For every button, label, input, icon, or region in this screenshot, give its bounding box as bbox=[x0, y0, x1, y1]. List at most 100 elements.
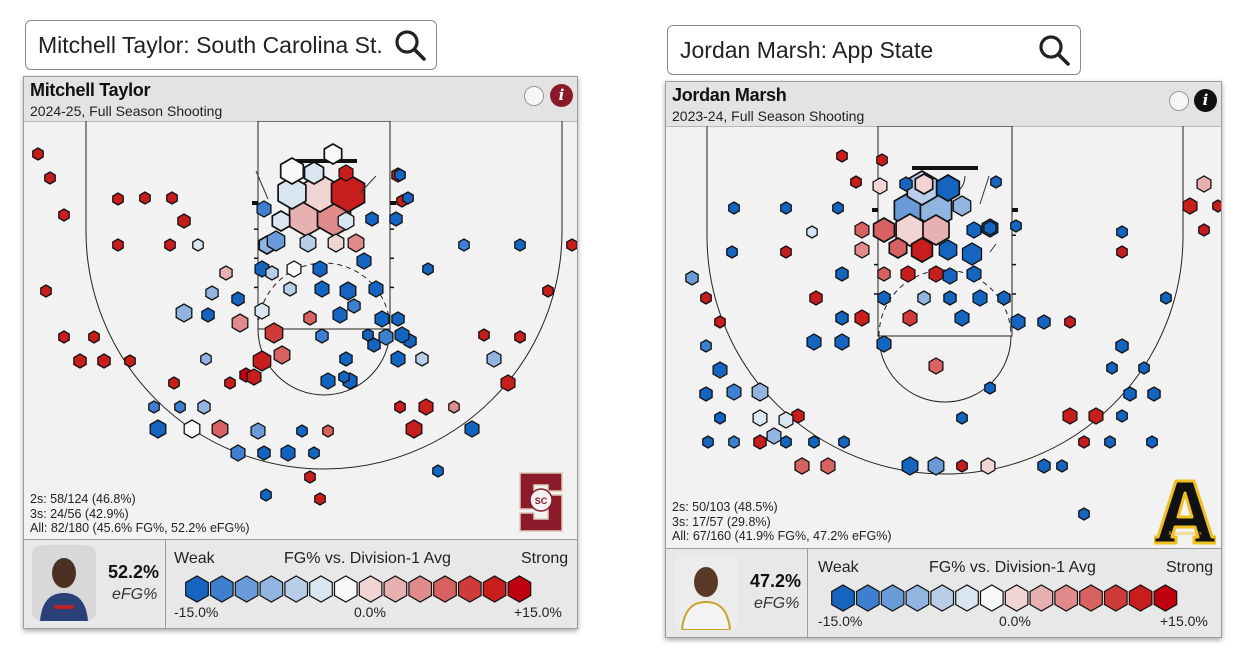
shot-hex bbox=[174, 400, 186, 414]
search-button[interactable] bbox=[1028, 26, 1080, 74]
shot-hex bbox=[966, 265, 982, 283]
shot-hex bbox=[254, 302, 270, 320]
scale-hex bbox=[1079, 584, 1103, 612]
shot-hex bbox=[1037, 458, 1051, 474]
search-box-2[interactable] bbox=[667, 25, 1081, 75]
shot-hex bbox=[794, 457, 810, 475]
shot-hex bbox=[914, 173, 934, 195]
shot-hex bbox=[699, 386, 713, 402]
shot-hex bbox=[1037, 314, 1051, 330]
shot-hex bbox=[304, 470, 316, 484]
shot-hex bbox=[148, 400, 160, 414]
legend-title: FG% vs. Division-1 Avg bbox=[284, 550, 451, 567]
scale-hex bbox=[333, 575, 358, 603]
shot-hex bbox=[780, 245, 792, 259]
two-point-stats: 2s: 58/124 (46.8%) bbox=[30, 492, 136, 506]
shot-hex bbox=[922, 214, 950, 246]
shot-hex bbox=[246, 368, 262, 386]
shot-hex bbox=[265, 265, 279, 281]
toggle-circle[interactable] bbox=[1169, 91, 1189, 111]
shot-hex bbox=[164, 238, 176, 252]
shot-hex bbox=[808, 435, 820, 449]
three-point-stats: 3s: 24/56 (42.9%) bbox=[30, 506, 129, 521]
shot-hex bbox=[753, 434, 767, 450]
shot-hex bbox=[332, 306, 348, 324]
scale-hex bbox=[979, 584, 1004, 612]
shot-chart-card: Jordan Marsh 2023-24, Full Season Shooti… bbox=[665, 81, 1222, 638]
shot-hex bbox=[177, 213, 191, 229]
shot-hex bbox=[780, 201, 792, 215]
player-headshot bbox=[32, 545, 96, 621]
player-search-input[interactable] bbox=[668, 36, 1028, 64]
footer-divider bbox=[807, 549, 808, 637]
scale-hex bbox=[259, 575, 284, 603]
shot-hex bbox=[183, 419, 201, 439]
info-icon[interactable]: i bbox=[550, 84, 573, 107]
scale-hex bbox=[284, 575, 309, 603]
player-search-input[interactable] bbox=[26, 31, 384, 59]
shot-hex bbox=[197, 399, 211, 415]
shot-hex bbox=[838, 435, 850, 449]
shot-hex bbox=[832, 201, 844, 215]
search-button[interactable] bbox=[384, 21, 436, 69]
scale-hex bbox=[309, 575, 333, 603]
shot-hex bbox=[854, 309, 870, 327]
shot-hex bbox=[260, 488, 272, 502]
shot-hex bbox=[266, 230, 286, 252]
shot-hex bbox=[458, 238, 470, 252]
shot-hex bbox=[112, 238, 124, 252]
shot-hex bbox=[257, 445, 271, 461]
season-label: 2024-25, Full Season Shooting bbox=[30, 103, 223, 119]
shot-hex bbox=[514, 238, 526, 252]
shot-hex bbox=[402, 191, 414, 205]
shot-hex bbox=[230, 444, 246, 462]
shot-hex bbox=[224, 376, 236, 390]
scale-hex bbox=[1153, 584, 1178, 612]
shot-hex bbox=[712, 361, 728, 379]
shot-hex bbox=[486, 350, 502, 368]
shot-hex bbox=[872, 217, 896, 243]
toggle-circle[interactable] bbox=[524, 86, 544, 106]
shot-hex bbox=[211, 419, 229, 439]
info-icon[interactable]: i bbox=[1194, 89, 1217, 112]
shot-hex bbox=[728, 201, 740, 215]
shot-hex bbox=[320, 372, 336, 390]
shot-hex bbox=[1010, 313, 1026, 331]
shot-hex bbox=[124, 354, 136, 368]
shot-hex bbox=[935, 174, 961, 202]
shot-hex bbox=[990, 175, 1002, 189]
shot-hex bbox=[1116, 245, 1128, 259]
shot-hex bbox=[980, 457, 996, 475]
shot-hex bbox=[791, 408, 805, 424]
efg-value: 52.2% bbox=[108, 562, 160, 582]
shot-hex bbox=[1146, 435, 1158, 449]
legend-max-label: +15.0% bbox=[1160, 613, 1208, 629]
shot-hex bbox=[356, 252, 372, 270]
scale-hex bbox=[831, 584, 855, 612]
shot-hex bbox=[149, 419, 167, 439]
shot-hex bbox=[1147, 386, 1161, 402]
efg-label: eFG% bbox=[112, 586, 158, 603]
shot-hex bbox=[1115, 338, 1129, 354]
shot-hex bbox=[252, 350, 272, 372]
shot-hex bbox=[339, 281, 357, 301]
shot-hex bbox=[702, 435, 714, 449]
shot-hex bbox=[809, 290, 823, 306]
search-box-1[interactable] bbox=[25, 20, 437, 70]
shot-hex bbox=[271, 210, 291, 232]
shot-hex bbox=[942, 267, 958, 285]
shot-hex bbox=[166, 191, 178, 205]
shot-hex bbox=[1212, 199, 1221, 213]
shot-hex bbox=[902, 309, 918, 327]
legend-title: FG% vs. Division-1 Avg bbox=[929, 559, 1096, 576]
shot-hex bbox=[315, 328, 329, 344]
shot-hex bbox=[448, 400, 460, 414]
legend-min-label: -15.0% bbox=[174, 604, 219, 620]
shot-hex bbox=[394, 400, 406, 414]
shot-hex bbox=[312, 260, 328, 278]
shot-hex bbox=[32, 147, 44, 161]
shot-hex bbox=[700, 339, 712, 353]
shot-hex bbox=[780, 435, 792, 449]
shot-hex bbox=[1116, 225, 1128, 239]
three-point-stats: 3s: 17/57 (29.8%) bbox=[672, 514, 771, 529]
